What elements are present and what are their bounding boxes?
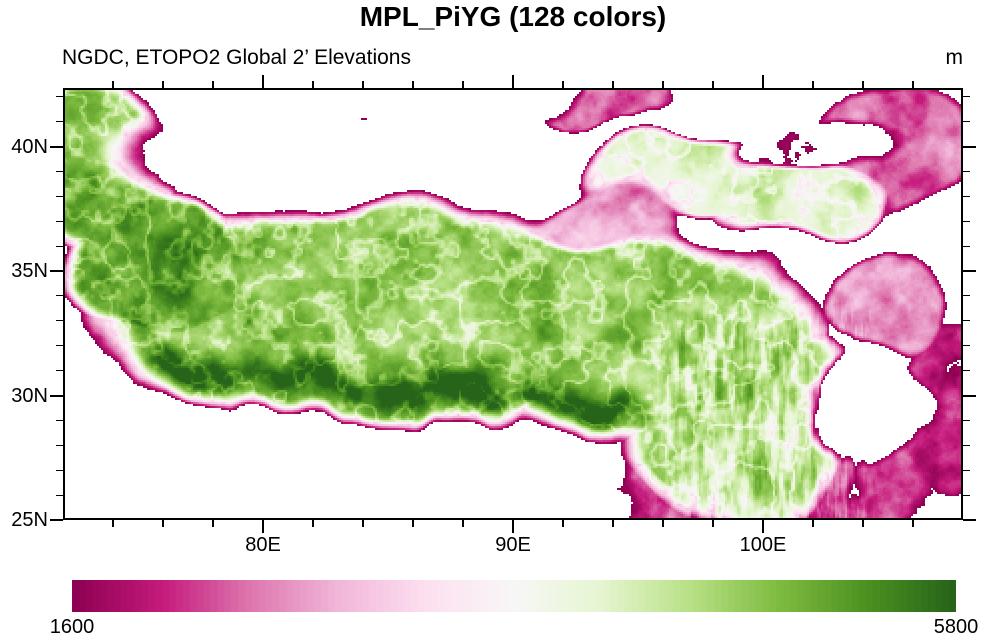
y-axis-minor-tick (56, 444, 63, 446)
x-axis-minor-tick (662, 520, 664, 527)
y-axis-tick-label: 25N (11, 509, 48, 531)
x-axis-minor-tick (312, 520, 314, 527)
x-axis-tick-label: 90E (495, 534, 531, 556)
x-axis-minor-tick (412, 520, 414, 527)
x-axis-minor-tick (862, 81, 864, 88)
y-axis-minor-tick (963, 370, 970, 372)
x-axis-minor-tick (912, 81, 914, 88)
x-axis-minor-tick (362, 520, 364, 527)
x-axis-minor-tick (212, 81, 214, 88)
y-axis-minor-tick (963, 494, 970, 496)
y-axis-minor-tick (56, 220, 63, 222)
y-axis-minor-tick (963, 295, 970, 297)
x-axis-minor-tick (912, 520, 914, 527)
y-axis-minor-tick (56, 121, 63, 123)
x-axis-tick-label: 80E (245, 534, 281, 556)
x-axis-minor-tick (812, 520, 814, 527)
colorbar (72, 580, 956, 612)
x-axis-minor-tick (712, 520, 714, 527)
y-axis-tick-label: 35N (11, 260, 48, 282)
y-axis-minor-tick (963, 345, 970, 347)
units-label: m (945, 46, 964, 69)
x-axis-minor-tick (412, 81, 414, 88)
x-axis-minor-tick (662, 81, 664, 88)
x-axis-major-tick (512, 520, 514, 533)
x-axis-minor-tick (562, 520, 564, 527)
colorbar-min-label: 1600 (49, 616, 95, 638)
x-axis-minor-tick (462, 81, 464, 88)
y-axis-major-tick (50, 394, 63, 397)
y-axis-major-tick (50, 145, 63, 148)
y-axis-minor-tick (56, 494, 63, 496)
y-axis-minor-tick (963, 195, 970, 197)
y-axis-minor-tick (963, 170, 970, 172)
y-axis-minor-tick (963, 121, 970, 123)
y-axis-minor-tick (56, 245, 63, 247)
elevation-map-raster (63, 88, 963, 520)
x-axis-minor-tick (712, 81, 714, 88)
x-axis-minor-tick (612, 81, 614, 88)
y-axis-minor-tick (963, 469, 970, 471)
x-axis-minor-tick (362, 81, 364, 88)
y-axis-minor-tick (56, 419, 63, 421)
x-axis-major-tick (262, 75, 264, 88)
x-axis-tick-label: 100E (739, 534, 787, 556)
colorbar-max-label: 5800 (933, 616, 979, 638)
y-axis-tick-label: 30N (11, 384, 48, 407)
x-axis-major-tick (762, 520, 764, 533)
x-axis-minor-tick (112, 520, 114, 527)
y-axis-minor-tick (56, 370, 63, 372)
y-axis-major-tick (50, 270, 63, 272)
y-axis-minor-tick (56, 469, 63, 471)
x-axis-minor-tick (562, 81, 564, 88)
x-axis-minor-tick (162, 520, 164, 527)
y-axis-minor-tick (963, 220, 970, 222)
y-axis-major-tick (963, 145, 976, 148)
x-axis-minor-tick (212, 520, 214, 527)
y-axis-minor-tick (963, 96, 970, 98)
y-axis-minor-tick (56, 96, 63, 98)
figure-subtitle: NGDC, ETOPO2 Global 2’ Elevations (62, 46, 411, 69)
y-axis-major-tick (963, 270, 976, 272)
x-axis-major-tick (262, 520, 264, 533)
y-axis-minor-tick (963, 245, 970, 247)
y-axis-minor-tick (56, 345, 63, 347)
y-axis-minor-tick (56, 170, 63, 172)
x-axis-major-tick (762, 75, 764, 88)
x-axis-minor-tick (812, 81, 814, 88)
y-axis-tick-label: 40N (11, 135, 48, 158)
x-axis-minor-tick (462, 520, 464, 527)
x-axis-minor-tick (112, 81, 114, 88)
x-axis-minor-tick (162, 81, 164, 88)
x-axis-minor-tick (862, 520, 864, 527)
y-axis-minor-tick (56, 195, 63, 197)
y-axis-minor-tick (56, 320, 63, 322)
x-axis-minor-tick (612, 520, 614, 527)
y-axis-minor-tick (963, 320, 970, 322)
x-axis-major-tick (512, 75, 514, 88)
y-axis-minor-tick (963, 444, 970, 446)
y-axis-major-tick (963, 394, 976, 397)
y-axis-minor-tick (963, 419, 970, 421)
figure-title: MPL_PiYG (128 colors) (359, 1, 667, 32)
y-axis-major-tick (50, 519, 63, 521)
y-axis-minor-tick (56, 295, 63, 297)
y-axis-major-tick (963, 519, 976, 521)
x-axis-minor-tick (312, 81, 314, 88)
